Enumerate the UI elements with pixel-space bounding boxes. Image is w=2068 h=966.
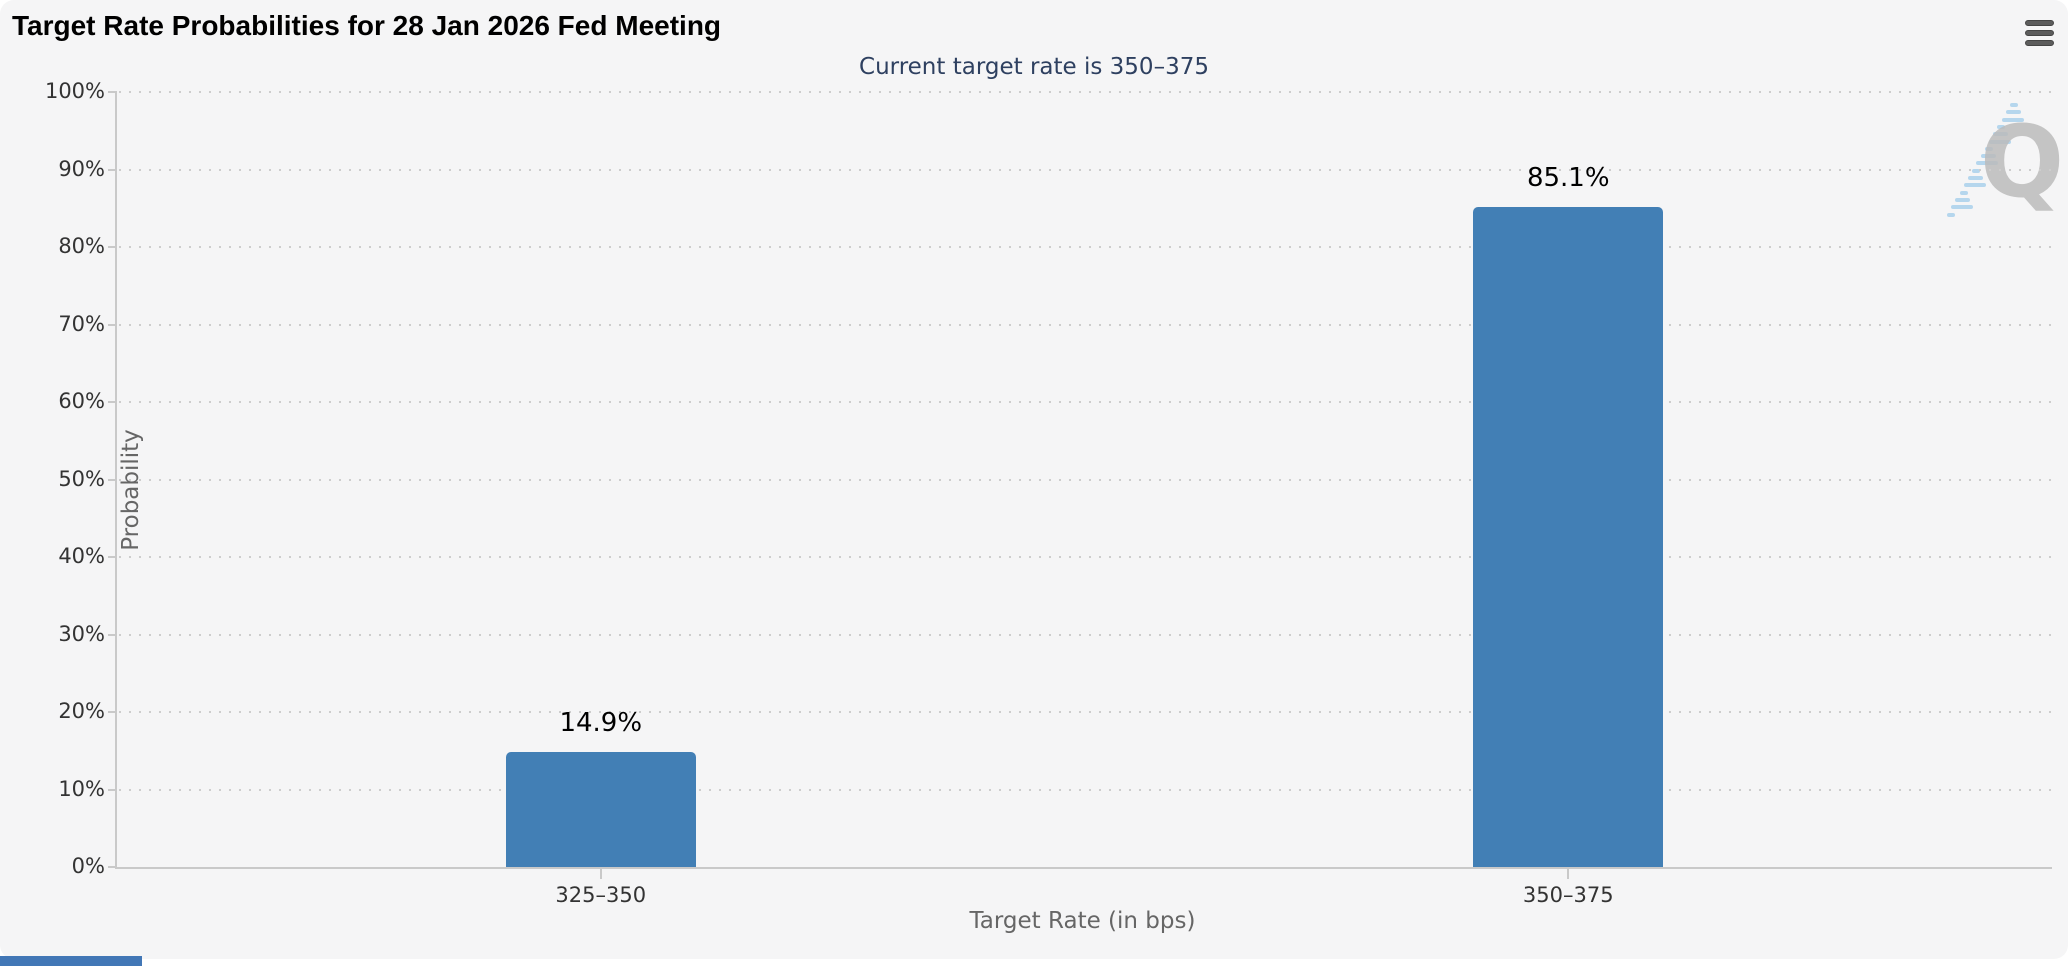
gridline-50 xyxy=(119,478,2052,481)
y-axis-label-50: 50% xyxy=(58,466,105,491)
x-axis-tick xyxy=(1567,869,1570,879)
y-axis-label-20: 20% xyxy=(58,699,105,723)
y-axis-tick xyxy=(108,246,117,248)
hamburger-bar xyxy=(2025,20,2054,26)
hamburger-bar xyxy=(2025,30,2054,36)
y-axis-label-30: 30% xyxy=(58,621,105,646)
gridline-20 xyxy=(119,711,2052,713)
y-axis-label-10: 10% xyxy=(58,776,105,801)
y-axis-tick xyxy=(108,478,117,481)
gridline-70 xyxy=(119,323,2052,326)
hamburger-menu-icon[interactable] xyxy=(2025,20,2054,46)
x-axis-label-350–375: 350–375 xyxy=(1522,883,1614,907)
y-axis-title: Probability xyxy=(118,429,144,551)
y-axis-label-80: 80% xyxy=(58,234,105,258)
bar-value-label: 85.1% xyxy=(1526,163,1610,194)
y-axis-tick xyxy=(108,323,117,326)
y-axis-tick xyxy=(108,91,117,93)
y-axis-label-90: 90% xyxy=(58,156,105,181)
gridline-80 xyxy=(119,246,2052,248)
gridline-60 xyxy=(119,401,2052,403)
y-axis-tick xyxy=(108,788,117,791)
bar-value-label: 14.9% xyxy=(559,707,643,738)
y-axis-label-70: 70% xyxy=(58,311,105,336)
x-axis-title: Target Rate (in bps) xyxy=(969,908,1196,934)
y-axis-tick xyxy=(108,401,117,403)
y-axis-label-40: 40% xyxy=(58,544,105,568)
chart-subtitle: Current target rate is 350–375 xyxy=(859,54,1209,80)
plot-area: Probability 0% 10% 20% 30% 40% 50% 60% 70% 80% 90… xyxy=(45,79,2052,907)
chart-title: Target Rate Probabilities for 28 Jan 202… xyxy=(12,10,722,41)
y-axis-tick xyxy=(108,633,117,636)
y-axis-label-60: 60% xyxy=(58,389,105,413)
gridline-10 xyxy=(119,788,2052,791)
x-axis-tick xyxy=(599,869,602,879)
gridline-40 xyxy=(119,556,2052,558)
bottom-left-accent-strip xyxy=(0,956,142,966)
gridline-30 xyxy=(119,633,2052,636)
y-axis-tick xyxy=(108,711,117,713)
y-axis-tick xyxy=(108,168,117,171)
y-axis-tick xyxy=(108,556,117,558)
gridline-90 xyxy=(119,168,2052,171)
y-axis-label-0: 0% xyxy=(71,854,105,878)
bar-350–375[interactable] xyxy=(1473,207,1664,867)
gridline-100 xyxy=(119,91,2052,93)
hamburger-bar xyxy=(2025,40,2054,46)
y-axis-tick xyxy=(108,866,117,868)
y-axis-label-100: 100% xyxy=(44,79,105,103)
x-axis-label-325–350: 325–350 xyxy=(555,883,647,907)
bar-325–350[interactable] xyxy=(505,751,696,867)
